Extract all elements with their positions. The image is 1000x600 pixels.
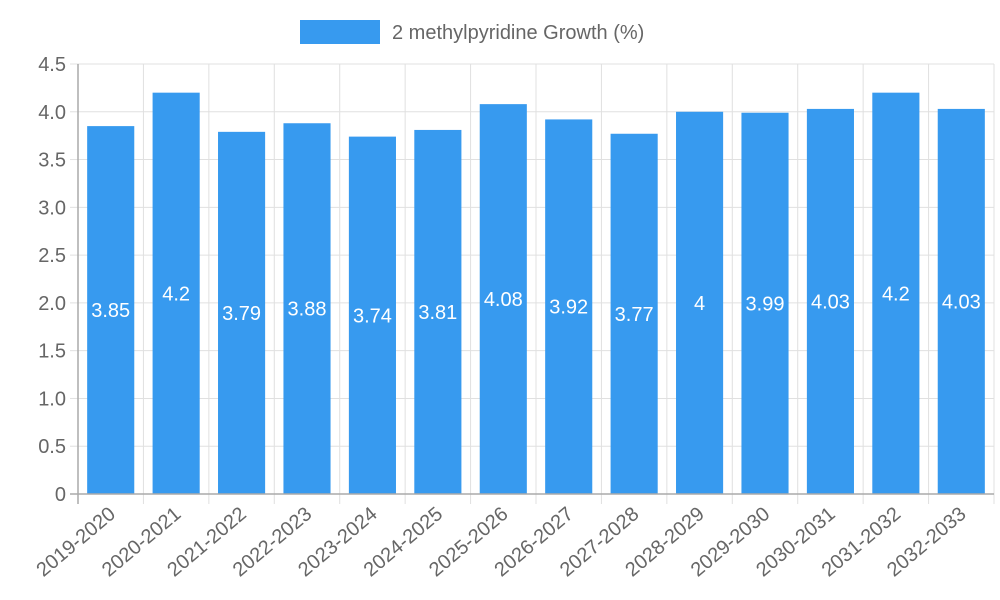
legend-swatch [300,20,380,44]
bar-value-label: 3.88 [288,299,327,321]
bar[interactable] [152,92,200,495]
bar-value-label: 4.2 [882,283,910,305]
bar-value-label: 3.77 [615,304,654,326]
bar[interactable] [545,119,593,494]
bar[interactable] [676,111,724,495]
y-tick-label: 4.0 [38,102,66,124]
y-tick-label: 3.0 [38,197,66,219]
bar[interactable] [414,129,462,494]
bar-value-label: 3.85 [91,300,130,322]
bar[interactable] [741,112,789,494]
bar-value-label: 3.99 [746,293,785,315]
bar[interactable] [283,123,331,494]
bar-value-label: 4.08 [484,289,523,311]
y-tick-label: 1.5 [38,341,66,363]
bar[interactable] [218,131,266,494]
bar[interactable] [348,136,396,494]
y-tick-label: 4.5 [38,54,66,76]
bar-value-label: 4 [694,293,705,315]
bar[interactable] [87,126,135,494]
bar-value-label: 4.03 [942,291,981,313]
bar-value-label: 3.92 [549,297,588,319]
bar-value-label: 4.2 [162,283,190,305]
bar[interactable] [872,92,920,495]
legend-label: 2 methylpyridine Growth (%) [392,22,644,44]
y-tick-label: 3.5 [38,150,66,172]
y-tick-label: 1.0 [38,388,66,410]
bar-value-label: 4.03 [811,291,850,313]
bar-value-label: 3.74 [353,305,392,327]
bar-value-label: 3.81 [418,302,457,324]
legend[interactable]: 2 methylpyridine Growth (%) [300,20,644,44]
bar[interactable] [937,108,985,495]
gridlines [77,63,995,504]
bar-value-label: 3.79 [222,303,261,325]
bars: 3.85 4.2 3.79 3.88 3.74 3.81 4.08 3.92 3.77 4 3.99… [87,92,985,495]
y-tick-label: 0.5 [38,436,66,458]
bar[interactable] [610,133,658,494]
y-tick-label: 2.5 [38,245,66,267]
y-tick-label: 0 [55,484,66,506]
bar[interactable] [479,104,527,494]
y-tick-label: 2.0 [38,293,66,315]
bar[interactable] [806,108,854,495]
